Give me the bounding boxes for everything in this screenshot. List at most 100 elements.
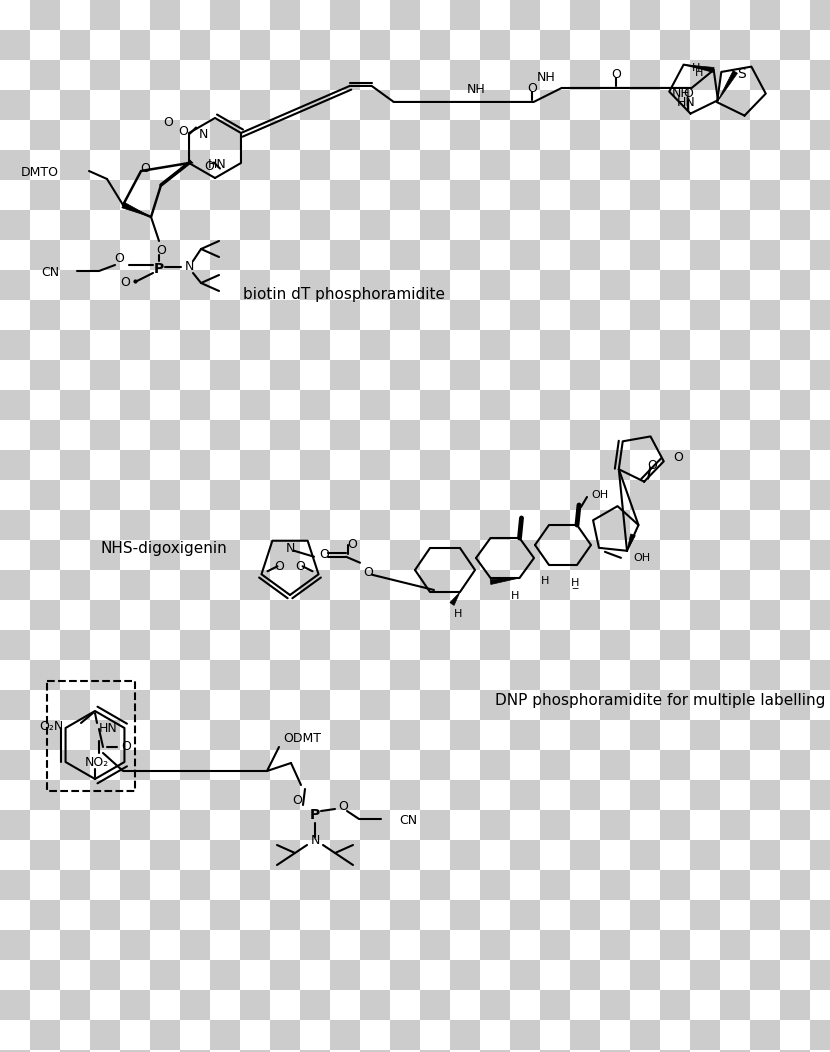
Bar [0,270,30,300]
Bar [240,780,270,810]
Bar [300,240,330,270]
Bar [720,510,750,540]
Bar [180,360,210,390]
Bar [90,210,120,240]
Bar [120,839,150,870]
Bar [570,90,600,120]
Bar [690,210,720,240]
Bar [150,240,180,270]
Bar [540,960,570,990]
Bar [210,390,240,420]
Bar [780,780,810,810]
Bar [240,600,270,630]
Bar [720,540,750,570]
Bar [780,360,810,390]
Bar [120,60,150,90]
Bar [480,810,510,839]
Bar [180,630,210,660]
Text: DMTO: DMTO [21,166,59,180]
Bar [150,570,180,600]
Bar [240,990,270,1020]
Bar [30,990,60,1020]
Bar [360,0,390,31]
Bar [390,31,420,60]
Bar [600,480,630,510]
Bar [180,901,210,930]
Bar [570,300,600,330]
Text: H: H [691,63,700,73]
Bar [540,1050,570,1052]
Bar [120,360,150,390]
Bar [120,960,150,990]
Bar [210,960,240,990]
Bar [90,390,120,420]
Bar [780,960,810,990]
Bar [570,720,600,750]
Polygon shape [491,578,520,585]
Bar [480,690,510,720]
Bar [810,0,830,31]
Bar [480,300,510,330]
Bar [510,901,540,930]
Bar [600,450,630,480]
Bar [690,420,720,450]
Bar [630,540,660,570]
Bar [720,210,750,240]
Bar [0,600,30,630]
Text: HN: HN [677,96,696,108]
Bar [630,660,660,690]
Bar [780,180,810,210]
Bar [180,450,210,480]
Bar [150,1020,180,1050]
Text: O: O [156,244,166,258]
Bar [690,839,720,870]
Bar [720,31,750,60]
Bar [270,600,300,630]
Text: CN: CN [41,266,59,280]
Bar [660,450,690,480]
Bar [570,870,600,901]
Bar [30,210,60,240]
Bar [420,150,450,180]
Bar [510,1050,540,1052]
Bar [690,870,720,901]
Bar [780,901,810,930]
Bar [810,510,830,540]
Bar [480,120,510,150]
Bar [150,210,180,240]
Bar [570,120,600,150]
Bar [270,330,300,360]
Bar [420,1050,450,1052]
Bar [750,360,780,390]
Bar [810,360,830,390]
Bar [420,330,450,360]
Bar [240,901,270,930]
Bar [210,450,240,480]
Bar [510,270,540,300]
Bar [60,390,90,420]
Bar [780,570,810,600]
Text: HN: HN [99,723,118,735]
Bar [270,540,300,570]
Bar [540,90,570,120]
Bar [450,870,480,901]
Bar [570,930,600,960]
Bar [300,870,330,901]
Bar [660,990,690,1020]
Bar [480,330,510,360]
Bar [240,810,270,839]
Bar [750,870,780,901]
Bar [360,540,390,570]
Bar [120,0,150,31]
Bar [450,540,480,570]
Bar [600,120,630,150]
Text: H: H [454,609,462,619]
Bar [180,839,210,870]
Bar [120,540,150,570]
Bar [120,780,150,810]
Bar [600,690,630,720]
Bar [660,1050,690,1052]
Bar [240,630,270,660]
Bar [540,750,570,780]
Text: O: O [140,162,150,176]
